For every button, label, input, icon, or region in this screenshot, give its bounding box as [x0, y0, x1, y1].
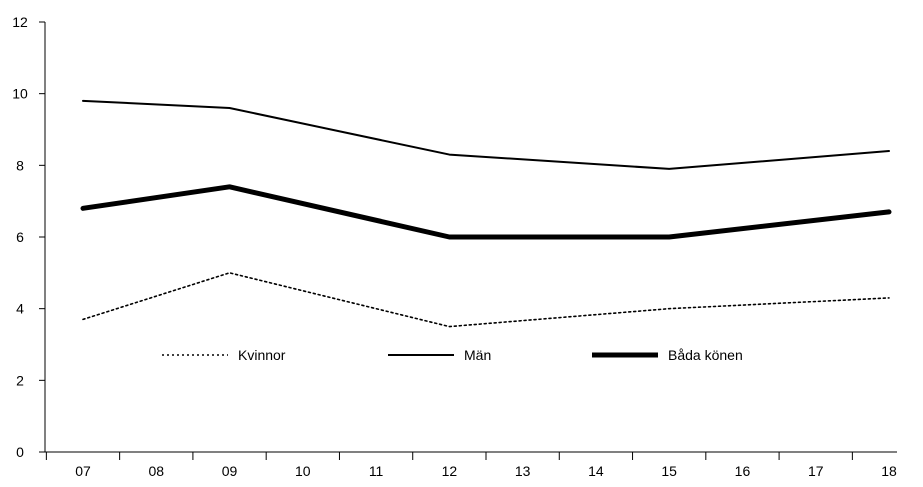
y-tick-label: 8 [16, 157, 24, 173]
series-line-3 [83, 187, 889, 237]
series-line-1 [83, 273, 889, 327]
x-tick-label: 11 [369, 463, 384, 479]
x-tick-label: 16 [735, 463, 751, 479]
x-tick-label: 18 [881, 463, 897, 479]
x-tick-label: 08 [148, 463, 164, 479]
x-tick-label: 09 [222, 463, 238, 479]
x-tick-label: 15 [661, 463, 677, 479]
x-tick-label: 13 [515, 463, 531, 479]
series-line-2 [83, 101, 889, 169]
legend-label: Män [464, 347, 491, 363]
y-tick-label: 6 [16, 229, 24, 245]
x-tick-label: 14 [588, 463, 604, 479]
y-axis: 0 2 4 6 8 10 12 [12, 14, 45, 460]
y-tick-label: 0 [16, 444, 24, 460]
y-tick-label: 10 [12, 86, 28, 102]
legend-label: Kvinnor [238, 347, 286, 363]
series-lines [83, 101, 889, 327]
y-tick-label: 12 [12, 14, 28, 30]
legend-label: Båda könen [668, 347, 743, 363]
x-tick-label: 17 [808, 463, 824, 479]
x-tick-label: 07 [75, 463, 91, 479]
x-axis: 07 08 09 10 11 12 13 14 15 16 17 18 [45, 452, 897, 479]
x-tick-label: 10 [295, 463, 311, 479]
x-tick-label: 12 [442, 463, 458, 479]
y-tick-label: 2 [16, 372, 24, 388]
y-tick-label: 4 [16, 301, 24, 317]
legend: Kvinnor Män Båda könen [162, 347, 743, 363]
